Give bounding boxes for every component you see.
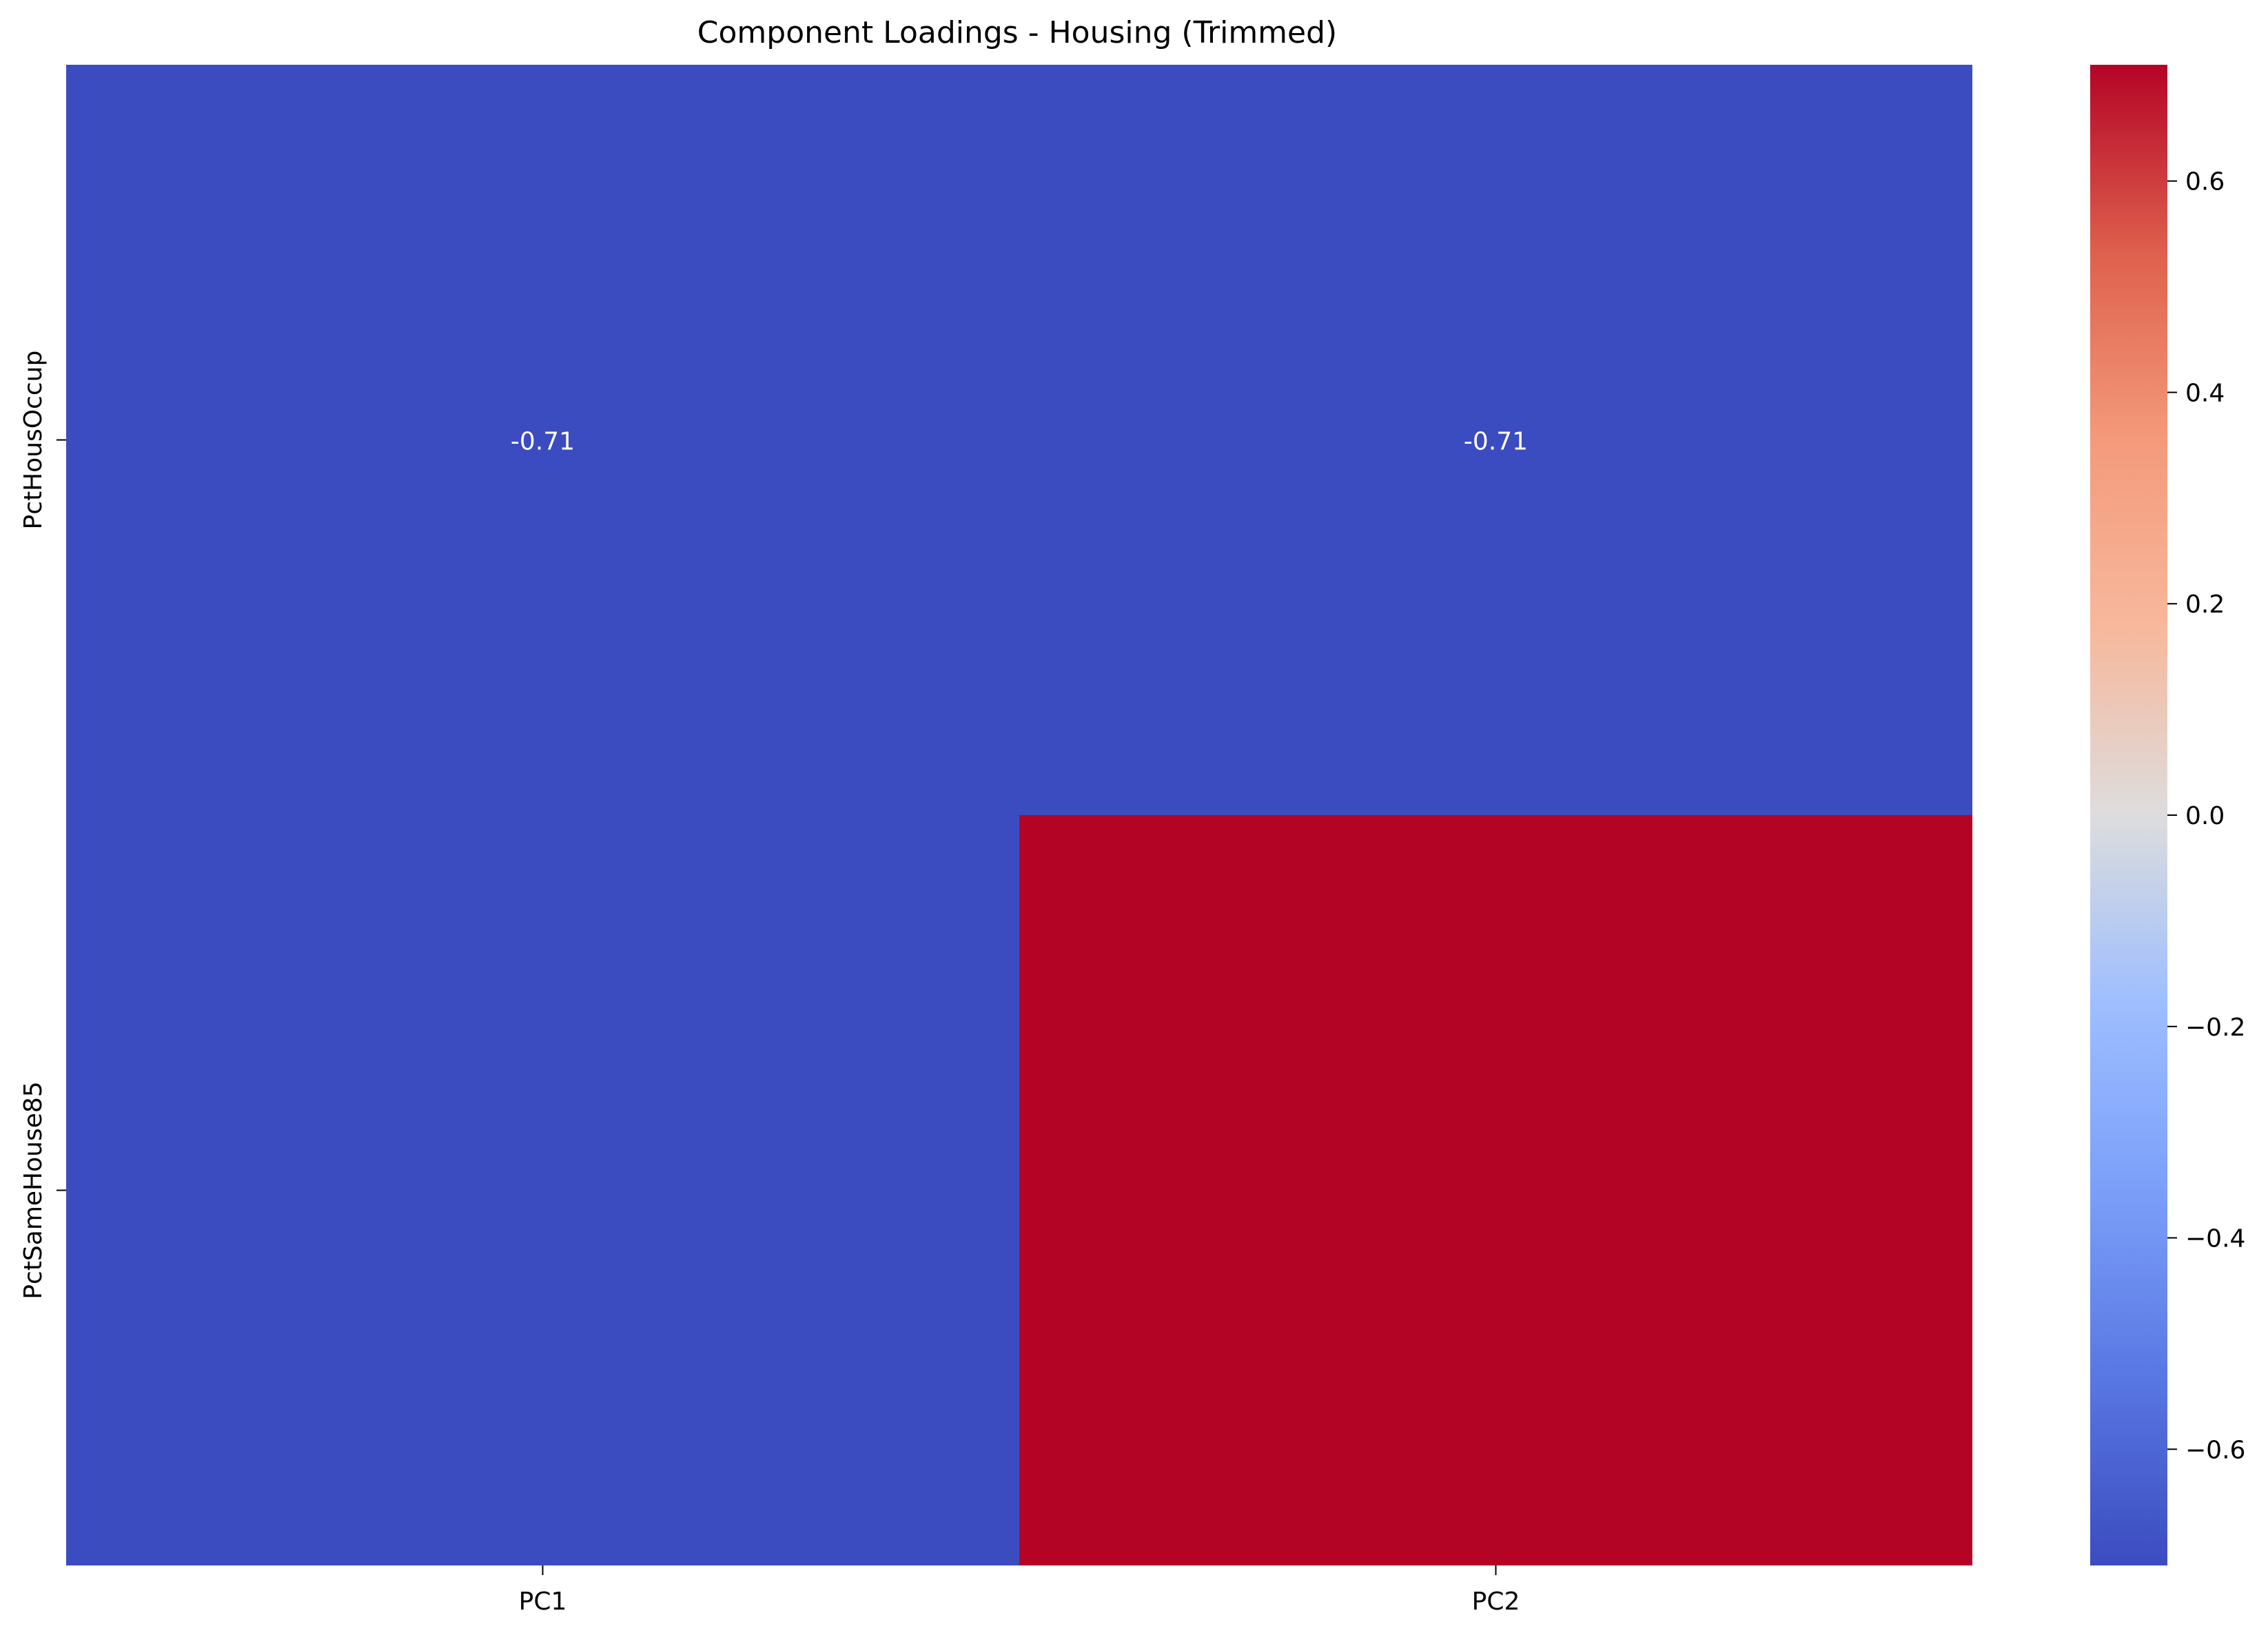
colorbar-tick-label: −0.2 xyxy=(2185,1014,2245,1042)
colorbar-tick-label: 0.6 xyxy=(2185,168,2225,196)
colorbar-tick-label: 0.2 xyxy=(2185,590,2225,619)
chart-title: Component Loadings - Housing (Trimmed) xyxy=(697,15,1337,50)
y-tick-label: PctSameHouse85 xyxy=(19,1081,48,1299)
heatmap-cell xyxy=(1019,65,1972,815)
heatmap-cell xyxy=(1019,815,1972,1565)
cell-annotation: -0.71 xyxy=(1464,428,1528,456)
colorbar-gradient xyxy=(2090,65,2167,1565)
colorbar-tick-label: −0.4 xyxy=(2185,1225,2245,1253)
colorbar-tick-label: −0.6 xyxy=(2185,1436,2245,1464)
y-axis: PctHousOccup PctSameHouse85 xyxy=(19,351,66,1300)
x-axis: PC1 PC2 xyxy=(519,1565,1520,1616)
y-tick-label: PctHousOccup xyxy=(19,351,48,530)
x-tick-label: PC2 xyxy=(1472,1588,1520,1616)
colorbar-tick-label: 0.0 xyxy=(2185,802,2225,830)
heatmap-cell xyxy=(66,65,1019,815)
colorbar-tick-label: 0.4 xyxy=(2185,379,2225,407)
heatmap-cells xyxy=(66,65,1972,1565)
colorbar-ticks: 0.6 0.4 0.2 0.0 −0.2 −0.4 −0.6 xyxy=(2167,168,2245,1464)
heatmap-annotations: -0.71 -0.71 xyxy=(511,428,1528,456)
colorbar: 0.6 0.4 0.2 0.0 −0.2 −0.4 −0.6 xyxy=(2090,65,2245,1565)
x-tick-label: PC1 xyxy=(519,1588,567,1616)
cell-annotation: -0.71 xyxy=(511,428,575,456)
heatmap-cell xyxy=(66,815,1019,1565)
